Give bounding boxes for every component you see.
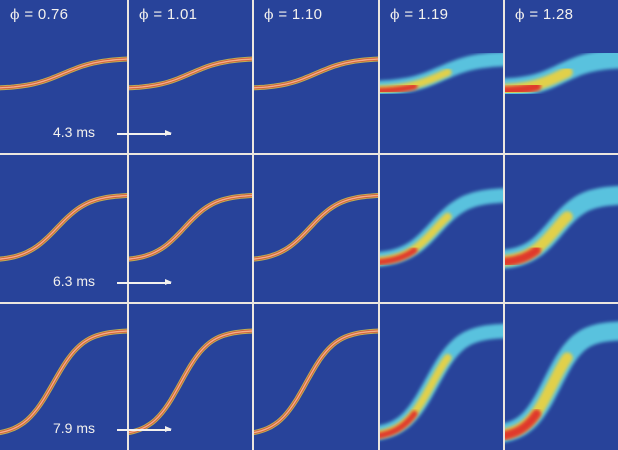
flame-front-image [0, 192, 127, 262]
time-label: 6.3 ms [53, 273, 96, 289]
phi-value: = 1.19 [404, 6, 449, 23]
image-panel [505, 155, 618, 302]
time-arrow-icon [117, 279, 172, 285]
flame-front-image [254, 56, 378, 91]
phi-value: = 1.28 [529, 6, 574, 23]
flame-front-image [0, 56, 127, 91]
image-panel [0, 304, 127, 450]
phi-value: = 0.76 [24, 6, 69, 23]
time-label: 4.3 ms [53, 124, 96, 140]
image-panel [0, 155, 127, 302]
flame-front-image [505, 321, 618, 443]
phi-value: = 1.01 [153, 6, 198, 23]
time-arrow-icon [117, 130, 172, 136]
flame-front-image [380, 51, 503, 96]
flame-front-image [0, 328, 127, 436]
flame-front-image [129, 56, 252, 91]
phi-value: = 1.10 [278, 6, 323, 23]
image-panel [254, 304, 378, 450]
image-panel [380, 304, 503, 450]
flame-front-image [254, 192, 378, 262]
equivalence-ratio-label: ϕ = 1.28 [515, 6, 573, 23]
equivalence-ratio-label: ϕ = 0.76 [10, 6, 68, 23]
image-panel [129, 304, 252, 450]
phi-symbol: ϕ [10, 7, 20, 23]
image-panel: ϕ = 1.28 [505, 0, 618, 153]
image-panel [380, 155, 503, 302]
image-panel: ϕ = 1.01 [129, 0, 252, 153]
image-panel [505, 304, 618, 450]
equivalence-ratio-label: ϕ = 1.01 [139, 6, 197, 23]
flame-front-image [254, 328, 378, 436]
flame-front-image [505, 185, 618, 269]
flame-front-image [129, 328, 252, 436]
image-panel: ϕ = 0.76 [0, 0, 127, 153]
image-panel: ϕ = 1.19 [380, 0, 503, 153]
equivalence-ratio-label: ϕ = 1.10 [264, 6, 322, 23]
image-panel [129, 155, 252, 302]
image-panel [254, 155, 378, 302]
time-arrow-icon [117, 426, 172, 432]
phi-symbol: ϕ [515, 7, 525, 23]
flame-front-image [129, 192, 252, 262]
image-panel: ϕ = 1.10 [254, 0, 378, 153]
equivalence-ratio-label: ϕ = 1.19 [390, 6, 448, 23]
phi-symbol: ϕ [139, 7, 149, 23]
flame-front-image [380, 188, 503, 267]
time-label: 7.9 ms [53, 420, 96, 436]
phi-symbol: ϕ [390, 7, 400, 23]
flame-front-image [505, 49, 618, 98]
phi-symbol: ϕ [264, 7, 274, 23]
flame-front-image [380, 323, 503, 440]
